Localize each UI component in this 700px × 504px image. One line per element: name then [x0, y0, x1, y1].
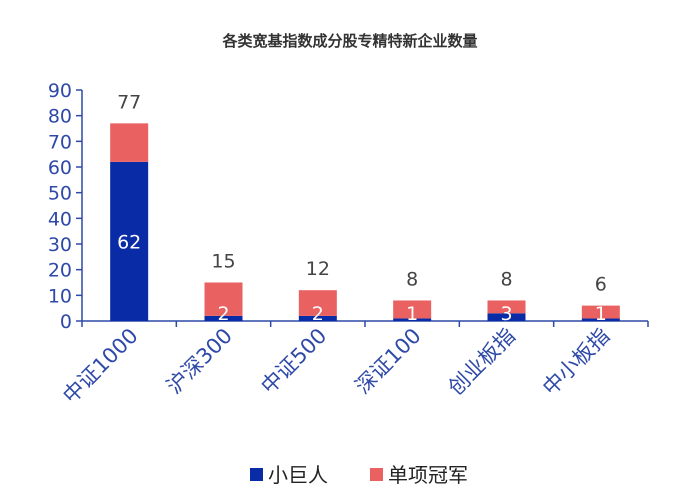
- y-tick-label: 80: [48, 106, 72, 128]
- bar-segment-小巨人: [204, 315, 243, 321]
- bar-total-label: 12: [306, 258, 330, 280]
- bar-value-label: 3: [500, 303, 512, 325]
- bar-segment-小巨人: [581, 318, 620, 321]
- legend-swatch: [370, 468, 383, 481]
- bar-segment-单项冠军: [581, 305, 620, 319]
- x-tick-label: 沪深300: [162, 324, 237, 399]
- y-tick-label: 70: [48, 131, 72, 153]
- x-tick-label: 中证500: [256, 324, 331, 399]
- chart-title: 各类宽基指数成分股专精特新企业数量: [222, 32, 478, 50]
- bar-value-label: 2: [217, 303, 229, 325]
- bar-value-label: 1: [595, 303, 607, 325]
- y-tick-label: 50: [48, 183, 72, 205]
- legend-swatch: [250, 468, 263, 481]
- y-tick-label: 20: [48, 260, 72, 282]
- bar-segment-小巨人: [110, 161, 149, 321]
- bar-value-label: 2: [312, 303, 324, 325]
- bar-segment-单项冠军: [487, 300, 526, 314]
- bar-total-label: 15: [211, 251, 235, 273]
- bar-segment-小巨人: [487, 313, 526, 321]
- bar-segment-单项冠军: [298, 290, 337, 316]
- bar-total-label: 6: [595, 274, 607, 296]
- y-tick-label: 0: [60, 311, 72, 333]
- bar-segment-单项冠军: [204, 282, 243, 316]
- bar-value-label: 1: [406, 303, 418, 325]
- bar-total-label: 77: [117, 91, 141, 113]
- bar-segment-单项冠军: [110, 123, 149, 162]
- x-tick-label: 中证1000: [58, 324, 142, 408]
- plot-area: 01020304050607080906277中证1000215沪深300212…: [48, 80, 649, 408]
- bar-segment-小巨人: [298, 315, 337, 321]
- y-tick-label: 40: [48, 208, 72, 230]
- y-tick-label: 10: [48, 285, 72, 307]
- x-tick-label: 中小板指: [538, 324, 614, 400]
- y-tick-label: 30: [48, 234, 72, 256]
- x-tick-label: 创业板指: [444, 324, 520, 400]
- bar-total-label: 8: [406, 268, 418, 290]
- x-tick-label: 深证100: [351, 324, 426, 399]
- y-tick-label: 60: [48, 157, 72, 179]
- legend: 小巨人 单项冠军: [250, 463, 468, 487]
- bar-segment-小巨人: [393, 318, 432, 321]
- bar-value-label: 62: [117, 231, 141, 253]
- bar-segment-单项冠军: [393, 300, 432, 319]
- y-tick-label: 90: [48, 80, 72, 102]
- legend-label: 单项冠军: [388, 463, 468, 487]
- legend-label: 小巨人: [268, 463, 328, 487]
- bar-total-label: 8: [500, 268, 512, 290]
